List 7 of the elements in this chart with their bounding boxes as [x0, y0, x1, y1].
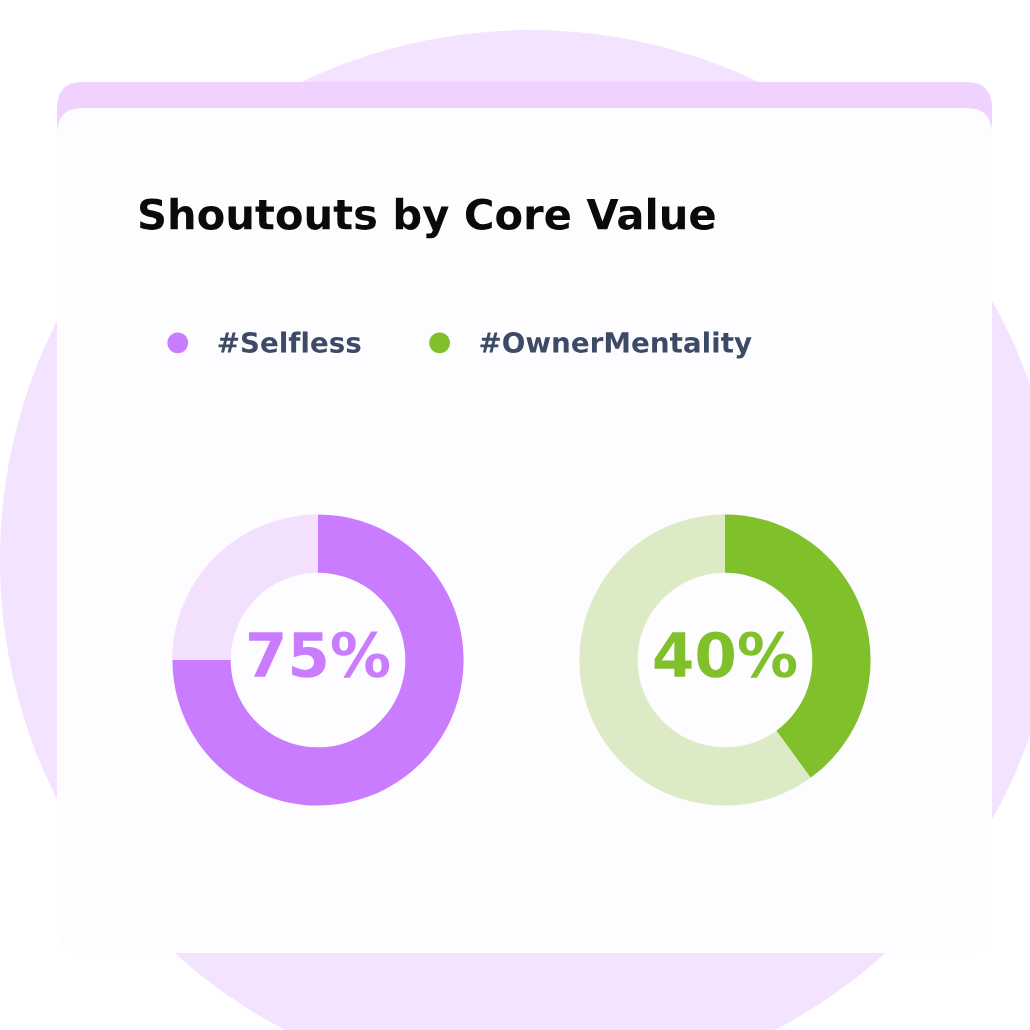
donut-slice	[172, 514, 464, 806]
donut-slice	[579, 514, 811, 806]
legend-label: #OwnerMentality	[480, 331, 752, 359]
legend-label: #Selfless	[218, 331, 361, 353]
data-label: 40%	[654, 631, 797, 678]
data-label: 75%	[248, 631, 390, 678]
chart-title: Shoutouts by Core Value	[139, 197, 715, 239]
